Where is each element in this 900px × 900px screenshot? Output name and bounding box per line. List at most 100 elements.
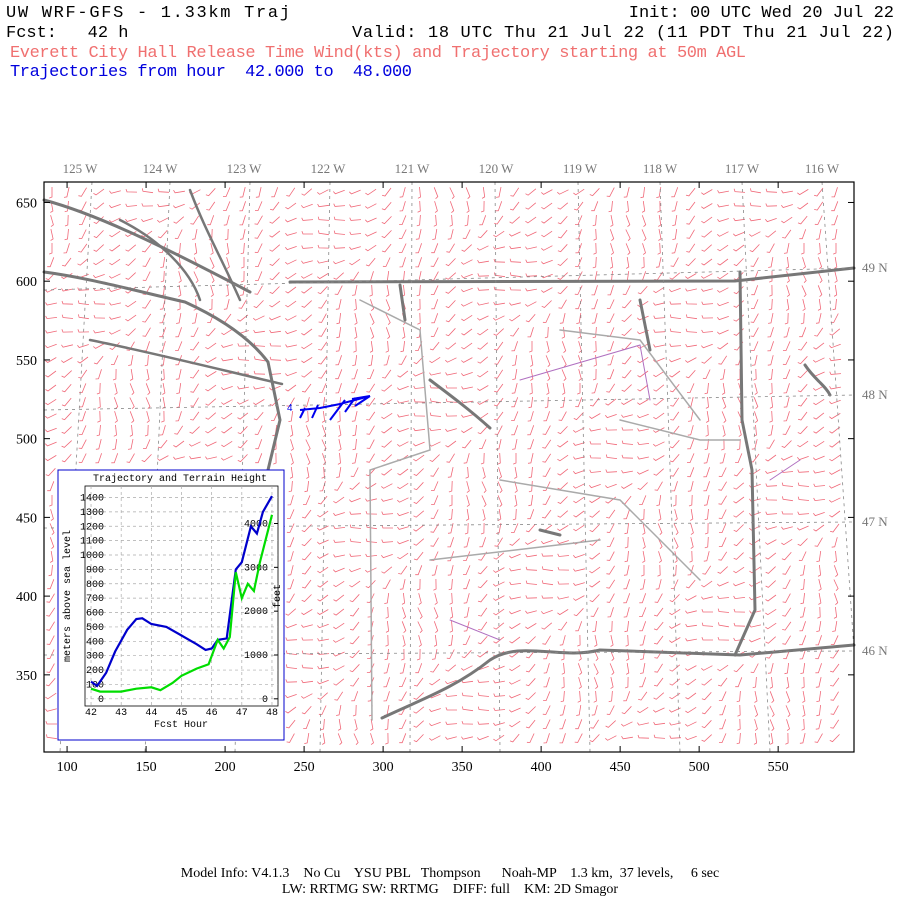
wind-barb — [333, 539, 346, 543]
wind-barb — [49, 537, 55, 549]
wind-barb — [530, 355, 534, 367]
wind-barb — [754, 691, 758, 703]
wind-barb — [397, 370, 409, 378]
longitude-label: 117 W — [725, 161, 760, 176]
wind-barb — [606, 313, 615, 323]
wind-barb — [381, 440, 392, 448]
wind-barb — [733, 510, 745, 518]
wind-barb — [477, 580, 488, 589]
wind-barb — [141, 203, 154, 207]
wind-barb — [445, 428, 457, 432]
wind-barb — [285, 272, 297, 280]
wind-barb — [669, 370, 681, 378]
wind-barb — [768, 257, 774, 268]
wind-barb — [50, 509, 54, 521]
wind-barb — [557, 202, 569, 210]
coastline — [42, 198, 252, 294]
wind-barb — [656, 495, 662, 506]
wind-barb — [511, 397, 519, 408]
wind-barb — [175, 369, 182, 380]
wind-barb — [765, 580, 776, 588]
wind-barb — [354, 313, 358, 325]
wind-barb — [637, 428, 649, 432]
wind-barb — [333, 512, 345, 516]
wind-barb — [369, 313, 375, 325]
wind-barb — [349, 258, 361, 266]
wind-barb — [77, 300, 90, 305]
wind-barb — [173, 456, 185, 460]
wind-barb — [494, 215, 504, 225]
x-tick-label: 48 — [266, 708, 278, 719]
wind-barb — [765, 566, 776, 574]
wind-barb — [721, 397, 727, 410]
wind-barb — [655, 257, 662, 268]
wind-barb — [332, 189, 345, 195]
wind-barb — [192, 229, 198, 240]
wind-barb — [621, 369, 632, 379]
wind-barb — [591, 383, 598, 394]
wind-barb — [781, 190, 793, 194]
wind-barb — [802, 705, 806, 717]
wind-barb — [704, 508, 709, 521]
wind-barb — [445, 328, 456, 337]
wind-barb — [733, 552, 744, 560]
wind-barb — [349, 594, 360, 603]
wind-barb — [463, 621, 470, 632]
wind-barb — [494, 272, 506, 278]
wind-barb — [799, 635, 807, 646]
wind-barb — [608, 620, 613, 633]
wind-barb — [669, 594, 680, 603]
longitude-label: 123 W — [227, 161, 263, 176]
wind-barb — [701, 315, 714, 319]
y-tick-label: 600 — [86, 609, 104, 620]
wind-barb — [816, 690, 822, 702]
wind-barb — [463, 593, 470, 604]
wind-barb — [78, 215, 87, 226]
wind-barb — [322, 453, 327, 466]
wind-barb — [466, 481, 470, 493]
wind-barb — [461, 665, 473, 671]
wind-barb — [685, 678, 697, 686]
wind-barb — [305, 410, 309, 423]
wind-barb — [365, 188, 377, 196]
y2-tick-label: 0 — [262, 695, 268, 706]
wind-barb — [493, 665, 505, 671]
wind-barb — [640, 663, 646, 674]
wind-barb — [717, 636, 730, 641]
wind-barb — [445, 258, 456, 267]
wind-barb — [45, 413, 57, 419]
wind-barb — [145, 397, 151, 409]
wind-barb — [701, 665, 713, 671]
wind-barb — [289, 425, 294, 437]
wind-barb — [79, 397, 86, 408]
wind-barb — [689, 550, 693, 563]
wind-barb — [833, 565, 839, 578]
wind-barb — [609, 256, 614, 269]
wind-barb — [797, 496, 810, 501]
wind-barb — [369, 284, 373, 297]
wind-barb — [830, 691, 839, 701]
wind-barb — [350, 677, 360, 687]
wind-barb — [557, 286, 568, 295]
wind-barb — [637, 469, 649, 475]
wind-barb — [255, 187, 262, 198]
wind-barb — [814, 537, 823, 547]
wind-barb — [290, 453, 294, 465]
wind-barb — [717, 204, 729, 208]
wind-barb — [797, 440, 809, 448]
wind-barb — [577, 634, 581, 647]
wind-barb — [333, 622, 345, 630]
wind-barb — [415, 229, 422, 240]
longitude-label: 120 W — [479, 161, 515, 176]
wind-barb — [829, 440, 841, 448]
wind-barb — [589, 497, 601, 504]
wind-barb — [61, 300, 74, 305]
wind-barb — [653, 677, 664, 687]
wind-barb — [610, 635, 614, 647]
wind-barb — [657, 242, 661, 255]
wind-barb — [399, 257, 406, 268]
wind-barb — [783, 327, 790, 338]
wind-barb — [477, 356, 489, 364]
wind-barb — [701, 678, 713, 686]
wind-barb — [448, 480, 453, 493]
